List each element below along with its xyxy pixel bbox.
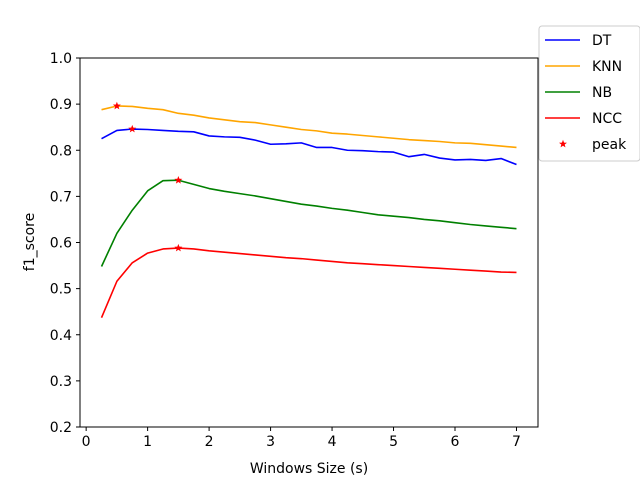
y-tick-label: 0.8	[50, 143, 72, 159]
legend-swatch-peak	[559, 139, 567, 148]
peak-marker	[174, 176, 183, 184]
y-tick-label: 1.0	[50, 51, 72, 67]
y-tick-label: 0.4	[50, 328, 72, 344]
legend-label-dt: DT	[592, 33, 612, 49]
series-line-knn	[101, 105, 517, 149]
y-tick-label: 0.7	[50, 189, 72, 205]
y-tick-label: 0.5	[50, 282, 72, 298]
x-tick-label: 2	[205, 434, 214, 450]
x-tick-label: 1	[143, 434, 152, 450]
series-line-ncc	[100, 247, 517, 318]
plot-marks	[100, 101, 517, 318]
legend: DT KNN NB NCC peak	[538, 25, 640, 162]
x-tick-label: 7	[512, 434, 521, 450]
legend-label-ncc: NCC	[592, 111, 622, 127]
x-tick-label: 3	[266, 434, 275, 450]
y-tick-label: 0.3	[50, 374, 72, 390]
y-axis-label: f1_score	[22, 213, 38, 271]
series-line-nb	[100, 179, 517, 267]
y-tick-label: 0.6	[50, 236, 72, 252]
legend-label-nb: NB	[592, 85, 612, 101]
plot-frame	[79, 57, 539, 428]
series-line-dt	[101, 128, 517, 166]
x-axis: 0 1 2 3 4 5 6 7	[82, 427, 521, 450]
x-tick-label: 4	[328, 434, 337, 450]
x-tick-label: 0	[82, 434, 91, 450]
y-axis: 0.2 0.3 0.4 0.5 0.6 0.7 0.8 0.9 1.0	[50, 51, 80, 436]
legend-box	[538, 25, 640, 162]
peak-marker	[112, 101, 121, 110]
x-axis-label: Windows Size (s)	[250, 461, 368, 477]
x-tick-label: 6	[451, 434, 460, 450]
x-tick-label: 5	[389, 434, 398, 450]
y-tick-label: 0.9	[50, 97, 72, 113]
legend-label-peak: peak	[592, 137, 627, 153]
peak-marker	[174, 243, 183, 252]
peak-marker	[128, 124, 137, 133]
legend-label-knn: KNN	[592, 59, 622, 75]
y-tick-label: 0.2	[50, 420, 72, 436]
